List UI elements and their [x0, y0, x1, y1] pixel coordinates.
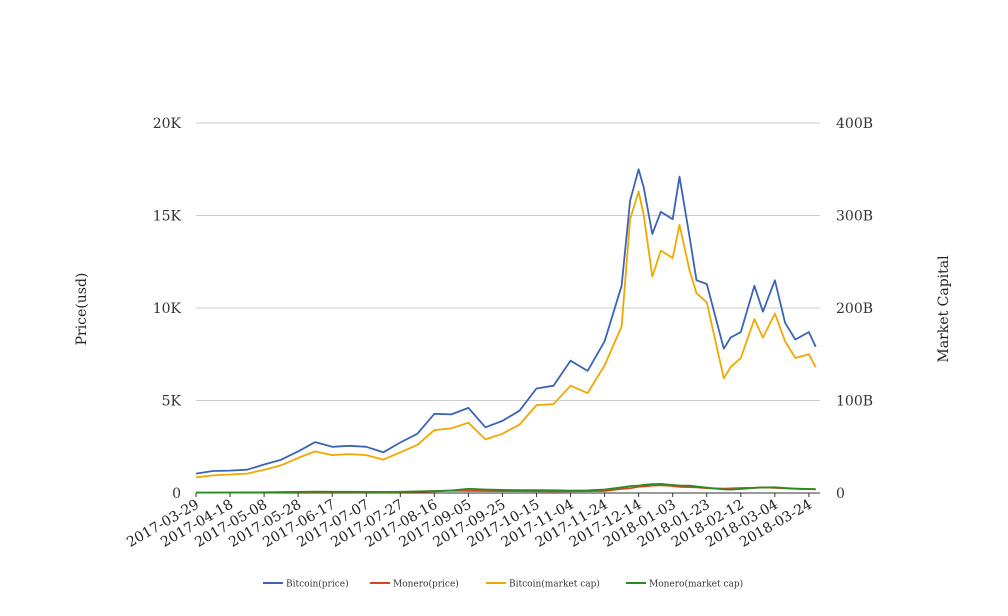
left-tick-label: 10K	[153, 301, 182, 317]
legend-label: Monero(market cap)	[649, 579, 743, 590]
right-tick-label: 0	[836, 486, 845, 502]
legend-item: Bitcoin(price)	[263, 579, 349, 590]
left-tick-label: 20K	[153, 116, 182, 132]
series-lines	[195, 168, 817, 494]
legend-label: Bitcoin(price)	[286, 579, 349, 590]
right-tick-label: 400B	[836, 116, 873, 132]
legend-label: Monero(price)	[393, 579, 459, 590]
legend-item: Monero(market cap)	[626, 579, 743, 590]
left-axis-title: Price(usd)	[74, 273, 90, 346]
legend-item: Bitcoin(market cap)	[486, 579, 600, 590]
series-line-bitcoin-market-cap	[195, 190, 817, 479]
left-tick-label: 5K	[162, 394, 182, 410]
right-axis-title: Market Capital	[936, 255, 952, 363]
gridlines	[196, 122, 820, 494]
legend-item: Monero(price)	[370, 579, 459, 590]
left-axis-ticks: 0 5K 10K 15K 20K	[153, 116, 182, 502]
right-axis-ticks: 0 100B 200B 300B 400B	[836, 116, 873, 502]
right-tick-label: 300B	[836, 209, 873, 225]
right-tick-label: 200B	[836, 301, 873, 317]
legend: Bitcoin(price) Monero(price) Bitcoin(marke…	[263, 579, 743, 590]
series-line-bitcoin-price	[195, 168, 817, 475]
x-axis-ticks: 2017-03-292017-04-182017-05-082017-05-28…	[124, 493, 815, 551]
legend-label: Bitcoin(market cap)	[509, 579, 600, 590]
left-tick-label: 0	[172, 486, 181, 502]
left-tick-label: 15K	[153, 209, 182, 225]
right-tick-label: 100B	[836, 394, 873, 410]
series-line-monero-market-cap	[196, 482, 816, 494]
